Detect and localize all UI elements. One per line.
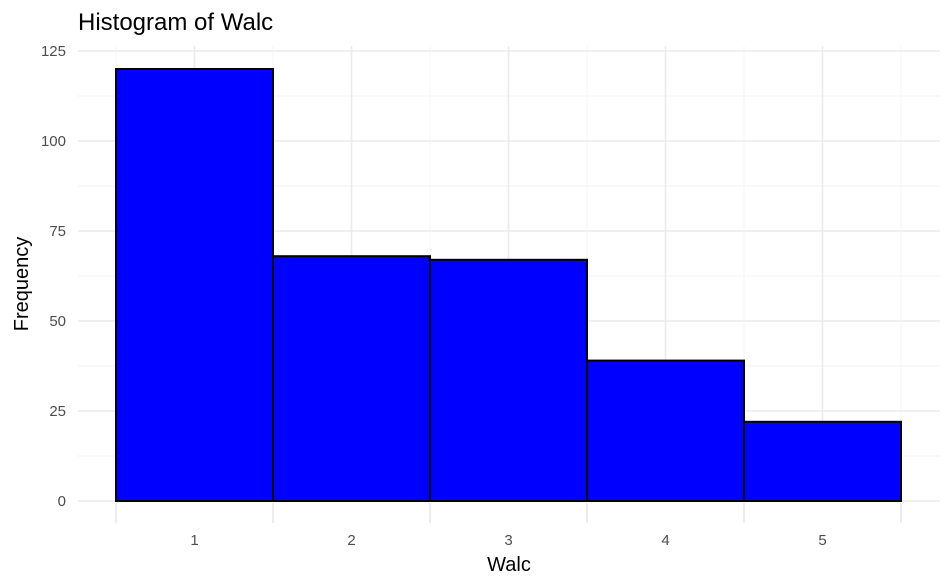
y-axis-label: Frequency: [11, 237, 33, 332]
histogram-bar: [429, 258, 588, 502]
axis-ticks: 0 25 50 75 100 125 1 2 3 4 5: [41, 43, 902, 549]
chart-title: Histogram of Walc: [78, 9, 273, 36]
y-tick-label: 25: [49, 403, 66, 420]
y-tick-label: 50: [49, 313, 66, 330]
histogram-bar: [586, 359, 745, 502]
x-tick-label: 5: [818, 532, 826, 549]
x-tick-label: 4: [661, 532, 669, 549]
x-tick-label: 3: [504, 532, 512, 549]
y-tick-label: 0: [58, 493, 66, 510]
histogram-bar: [115, 68, 274, 502]
x-tick-label: 2: [347, 532, 355, 549]
x-tick-label: 1: [190, 532, 198, 549]
x-axis-label: Walc: [487, 554, 531, 576]
histogram-bar: [743, 420, 902, 502]
histogram-bar: [272, 255, 431, 503]
y-tick-label: 100: [41, 133, 66, 150]
y-tick-label: 125: [41, 43, 66, 60]
y-tick-label: 75: [49, 223, 66, 240]
bars: [115, 68, 902, 503]
